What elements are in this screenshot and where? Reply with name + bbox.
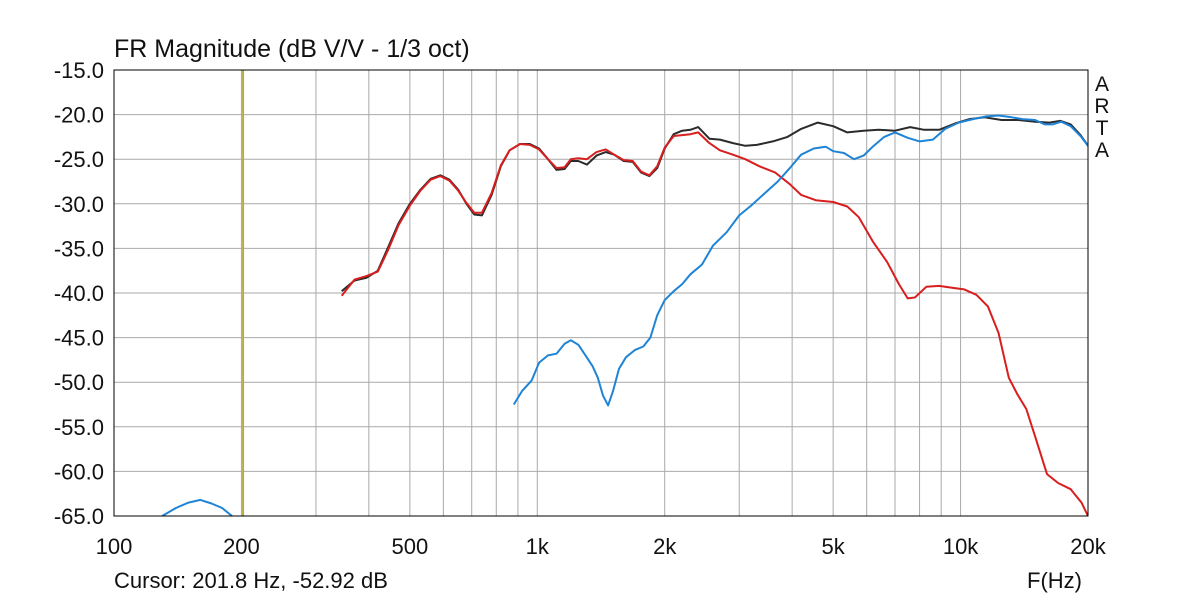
plot-frame bbox=[113, 69, 1089, 517]
x-tick-label: 2k bbox=[653, 534, 677, 559]
series-line-3 bbox=[512, 114, 1088, 407]
x-tick-label: 1k bbox=[526, 534, 550, 559]
arta-letter: A bbox=[1094, 139, 1109, 162]
chart-title: FR Magnitude (dB V/V - 1/3 oct) bbox=[114, 35, 470, 63]
series-layer bbox=[161, 114, 1088, 516]
arta-letter: A bbox=[1094, 73, 1109, 96]
y-tick-label: -20.0 bbox=[54, 103, 104, 128]
y-tick-label: -45.0 bbox=[54, 326, 104, 351]
y-tick-label: -50.0 bbox=[54, 370, 104, 395]
x-tick-label: 100 bbox=[96, 534, 133, 559]
y-tick-label: -30.0 bbox=[54, 192, 104, 217]
x-tick-label: 10k bbox=[943, 534, 979, 559]
x-tick-label: 5k bbox=[822, 534, 846, 559]
arta-brand: A R T A bbox=[1092, 74, 1112, 162]
x-tick-label: 20k bbox=[1070, 534, 1106, 559]
cursor-readout: Cursor: 201.8 Hz, -52.92 dB bbox=[114, 568, 388, 593]
series-line-2 bbox=[340, 131, 1088, 516]
series-line-4 bbox=[161, 498, 233, 516]
y-tick-label: -40.0 bbox=[54, 281, 104, 306]
x-axis-label: F(Hz) bbox=[1027, 568, 1082, 593]
arta-letter: T bbox=[1095, 117, 1109, 140]
y-tick-label: -15.0 bbox=[54, 58, 104, 83]
grid bbox=[114, 70, 1088, 516]
y-tick-label: -35.0 bbox=[54, 236, 104, 261]
x-tick-label: 500 bbox=[392, 534, 429, 559]
y-tick-label: -55.0 bbox=[54, 415, 104, 440]
arta-letter: R bbox=[1094, 95, 1110, 118]
y-tick-label: -60.0 bbox=[54, 459, 104, 484]
y-tick-label: -25.0 bbox=[54, 147, 104, 172]
x-tick-label: 200 bbox=[223, 534, 260, 559]
tick-labels: -15.0 -20.0 -25.0 -30.0 -35.0 -40.0 -45.0 -50.0… bbox=[54, 58, 1107, 559]
y-tick-label: -65.0 bbox=[54, 504, 104, 529]
